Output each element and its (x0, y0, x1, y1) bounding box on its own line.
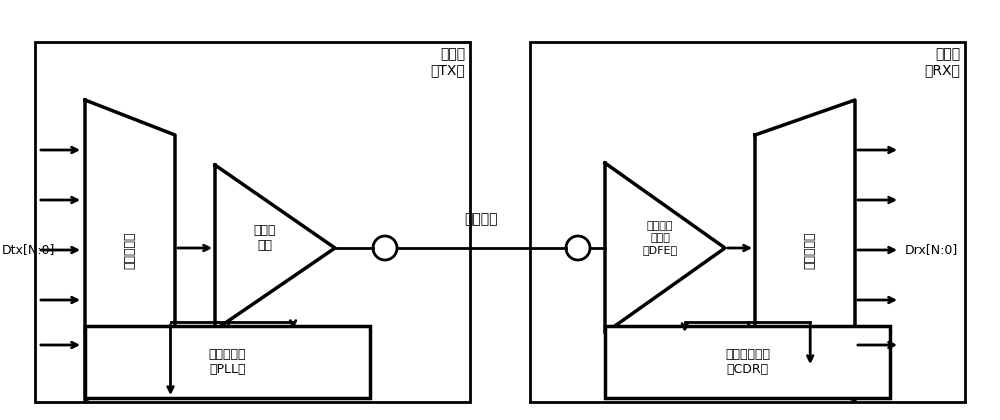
Text: 判决反馈
均衡器
（DFE）: 判决反馈 均衡器 （DFE） (642, 221, 678, 255)
Text: 发射机
（TX）: 发射机 （TX） (430, 47, 465, 77)
Text: 数据通道: 数据通道 (465, 212, 498, 226)
Text: Drx[N:0]: Drx[N:0] (905, 244, 958, 257)
Polygon shape (85, 100, 175, 400)
Text: 并串转换器: 并串转换器 (124, 231, 136, 269)
Polygon shape (605, 163, 725, 333)
Text: 串并转换器: 串并转换器 (804, 231, 817, 269)
Text: 接收机
（RX）: 接收机 （RX） (924, 47, 960, 77)
Bar (530, 42, 965, 402)
Bar (85, 326, 370, 398)
Text: Dtx[N:0]: Dtx[N:0] (2, 244, 55, 257)
Text: 时钟恢复电路
（CDR）: 时钟恢复电路 （CDR） (725, 348, 770, 376)
Text: 时钟产生器
（PLL）: 时钟产生器 （PLL） (209, 348, 246, 376)
Polygon shape (755, 100, 855, 400)
Polygon shape (215, 165, 335, 330)
Text: 预加重
模块: 预加重 模块 (254, 224, 276, 252)
Bar (35, 42, 470, 402)
Bar (605, 326, 890, 398)
